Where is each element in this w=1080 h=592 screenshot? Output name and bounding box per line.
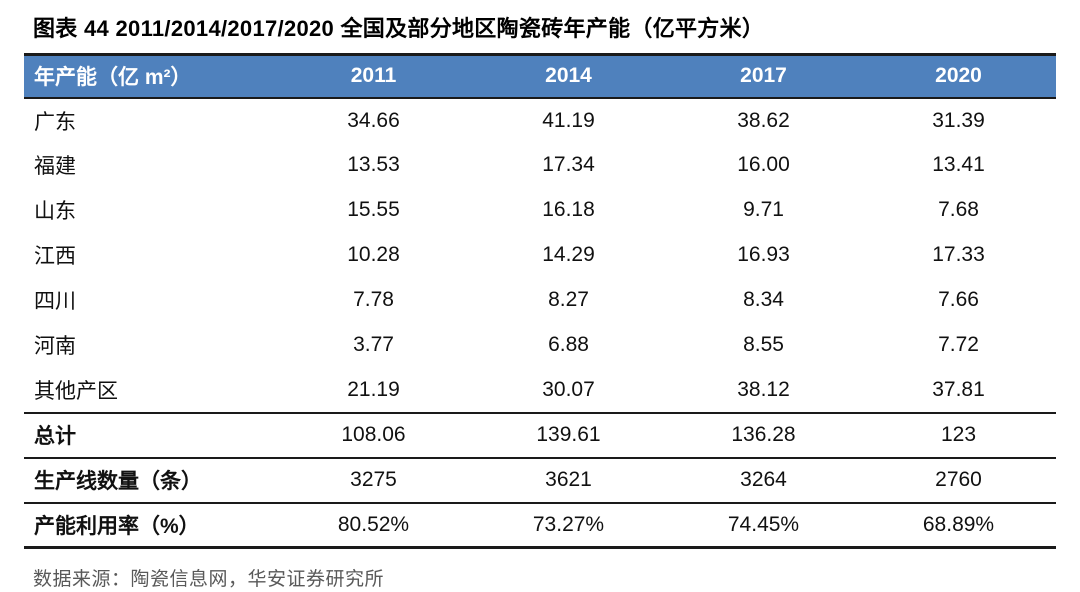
value-cell: 41.19: [542, 108, 595, 132]
table-row: 福建 13.53 17.34 16.00 13.41: [24, 143, 1056, 188]
value-cell: 3.77: [353, 333, 394, 356]
table-row: 总计 108.06 139.61 136.28 123: [24, 411, 1056, 458]
row-label: 山东: [34, 200, 76, 223]
value-cell: 123: [861, 411, 1056, 458]
value-cell: 37.81: [932, 377, 985, 401]
value-cell: 8.27: [548, 288, 589, 311]
table-row: 其他产区 21.19 30.07 38.12 37.81: [24, 368, 1056, 413]
value-cell: 7.72: [938, 333, 979, 356]
row-label: 江西: [34, 245, 76, 268]
table-row: 江西 10.28 14.29 16.93 17.33: [24, 233, 1056, 278]
value-cell: 34.66: [347, 108, 400, 132]
row-label: 河南: [34, 335, 76, 358]
row-label: 总计: [24, 411, 276, 458]
row-label: 福建: [34, 155, 76, 178]
value-cell: 13.41: [932, 153, 985, 176]
value-cell: 139.61: [471, 411, 666, 458]
row-label: 生产线数量（条）: [24, 456, 276, 503]
value-cell: 16.93: [737, 243, 790, 266]
value-cell: 7.66: [938, 288, 979, 311]
row-label: 广东: [34, 110, 76, 134]
value-cell: 21.19: [347, 377, 400, 401]
value-cell: 80.52%: [276, 501, 471, 548]
value-cell: 14.29: [542, 243, 595, 266]
value-cell: 15.55: [347, 198, 400, 221]
table-row: 广东 34.66 41.19 38.62 31.39: [24, 98, 1056, 143]
value-cell: 108.06: [276, 411, 471, 458]
value-cell: 6.88: [548, 333, 589, 356]
value-cell: 16.00: [737, 153, 790, 176]
figure-title: 图表 44 2011/2014/2017/2020 全国及部分地区陶瓷砖年产能（…: [33, 16, 765, 41]
table-row: 四川 7.78 8.27 8.34 7.66: [24, 278, 1056, 323]
data-source: 数据来源：陶瓷信息网，华安证券研究所: [33, 569, 385, 590]
row-label: 其他产区: [34, 379, 118, 403]
value-cell: 38.62: [737, 108, 790, 132]
table-row: 河南 3.77 6.88 8.55 7.72: [24, 323, 1056, 368]
value-cell: 9.71: [743, 198, 784, 221]
value-cell: 10.28: [347, 243, 400, 266]
row-label: 产能利用率（%）: [24, 501, 276, 548]
value-cell: 13.53: [347, 153, 400, 176]
value-cell: 8.55: [743, 333, 784, 356]
value-cell: 8.34: [743, 288, 784, 311]
value-cell: 3621: [471, 456, 666, 503]
value-cell: 31.39: [932, 108, 985, 132]
value-cell: 3275: [276, 456, 471, 503]
value-cell: 74.45%: [666, 501, 861, 548]
header-row: 年产能（亿 m²） 2011 2014 2017 2020: [24, 54, 1056, 99]
header-year-2020: 2020: [861, 54, 1056, 99]
capacity-table: 年产能（亿 m²） 2011 2014 2017 2020 广东 34.66 41.…: [24, 53, 1056, 549]
value-cell: 2760: [861, 456, 1056, 503]
value-cell: 136.28: [666, 411, 861, 458]
header-label: 年产能（亿 m²）: [24, 54, 276, 99]
value-cell: 38.12: [737, 377, 790, 401]
value-cell: 7.68: [938, 198, 979, 221]
table-row: 生产线数量（条） 3275 3621 3264 2760: [24, 456, 1056, 503]
value-cell: 73.27%: [471, 501, 666, 548]
value-cell: 17.33: [932, 243, 985, 266]
value-cell: 3264: [666, 456, 861, 503]
table-row: 山东 15.55 16.18 9.71 7.68: [24, 188, 1056, 233]
table-body: 广东 34.66 41.19 38.62 31.39 福建 13.53 17.34 16.00 1…: [24, 98, 1056, 548]
header-year-2011: 2011: [276, 54, 471, 99]
table-row: 产能利用率（%） 80.52% 73.27% 74.45% 68.89%: [24, 501, 1056, 548]
header-year-2014: 2014: [471, 54, 666, 99]
value-cell: 17.34: [542, 153, 595, 176]
row-label: 四川: [34, 290, 76, 313]
table-header: 年产能（亿 m²） 2011 2014 2017 2020: [24, 54, 1056, 99]
value-cell: 16.18: [542, 198, 595, 221]
header-year-2017: 2017: [666, 54, 861, 99]
value-cell: 30.07: [542, 377, 595, 401]
value-cell: 68.89%: [861, 501, 1056, 548]
value-cell: 7.78: [353, 288, 394, 311]
